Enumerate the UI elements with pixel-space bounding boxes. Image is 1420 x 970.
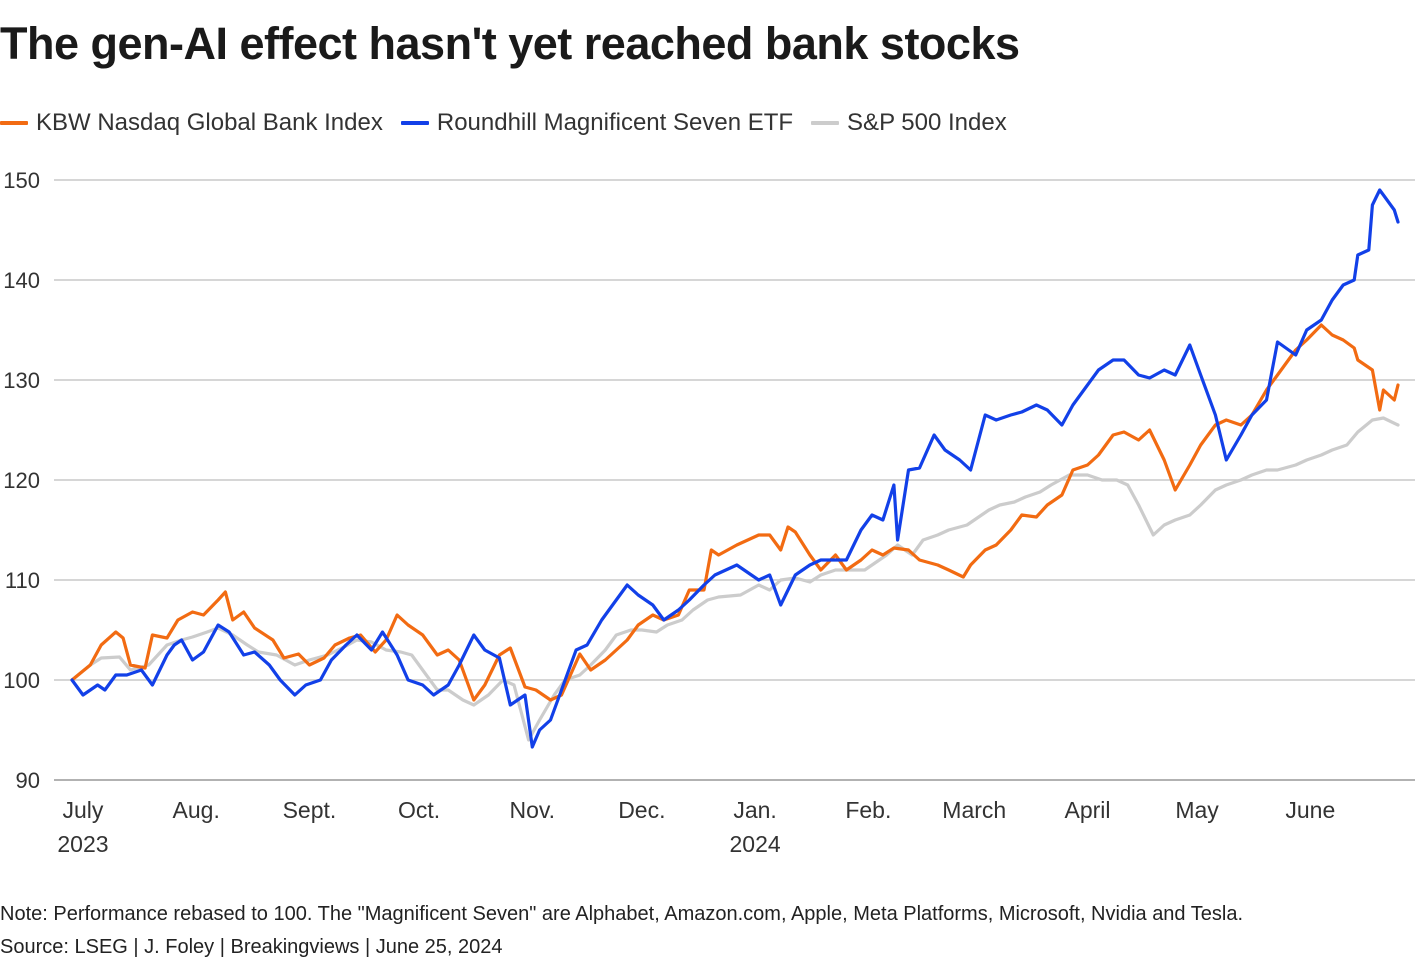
x-tick-label-feb: Feb. [845, 797, 891, 823]
x-tick-label-march: March [942, 797, 1006, 823]
x-tick-label-aug: Aug. [173, 797, 220, 823]
y-tick-label-120: 120 [3, 468, 40, 493]
footnotes: Note: Performance rebased to 100. The "M… [0, 898, 1243, 964]
x-tick-label-may: May [1175, 797, 1219, 823]
series-line-roundhill-magnificent-seven-etf [70, 188, 1400, 749]
source-text: Source: LSEG | J. Foley | Breakingviews … [0, 936, 503, 958]
x-tick-label-april: April [1064, 797, 1110, 823]
series-line-kbw-nasdaq-global-bank-index [70, 323, 1400, 702]
y-tick-label-90: 90 [16, 768, 40, 793]
series-line-s-p-500-index [70, 416, 1400, 742]
x-tick-label-oct: Oct. [398, 797, 440, 823]
legend-swatch-sp500 [811, 121, 840, 125]
legend-item-sp500: S&P 500 Index [811, 109, 1007, 137]
x-tick-label-june: June [1285, 797, 1335, 823]
note-text: Note: Performance rebased to 100. The "M… [0, 903, 1243, 925]
chart-legend: KBW Nasdaq Global Bank Index Roundhill M… [0, 108, 1025, 138]
x-tick-year-2024: 2024 [730, 831, 781, 857]
x-tick-label-jan: Jan. [733, 797, 776, 823]
y-tick-label-100: 100 [3, 668, 40, 693]
x-tick-label-july: July [63, 797, 104, 823]
y-tick-label-130: 130 [3, 368, 40, 393]
line-chart: 90 100 110 120 130 140 150 July 2023 Aug. Sept. Oct… [3, 168, 1415, 857]
x-tick-label-nov: Nov. [509, 797, 555, 823]
legend-swatch-kbw [0, 121, 28, 125]
legend-label-sp500: S&P 500 Index [847, 109, 1007, 136]
x-tick-label-dec: Dec. [618, 797, 665, 823]
legend-item-kbw: KBW Nasdaq Global Bank Index [0, 109, 383, 137]
legend-label-kbw: KBW Nasdaq Global Bank Index [36, 109, 383, 136]
x-tick-year-2023: 2023 [57, 831, 108, 857]
legend-swatch-mag7 [400, 121, 429, 125]
chart-title: The gen-AI effect hasn't yet reached ban… [0, 18, 1020, 69]
x-tick-label-sept: Sept. [283, 797, 337, 823]
legend-item-mag7: Roundhill Magnificent Seven ETF [400, 109, 794, 137]
y-tick-label-150: 150 [3, 168, 40, 193]
y-tick-label-110: 110 [5, 568, 40, 593]
y-tick-label-140: 140 [3, 268, 40, 293]
legend-label-mag7: Roundhill Magnificent Seven ETF [436, 109, 794, 136]
